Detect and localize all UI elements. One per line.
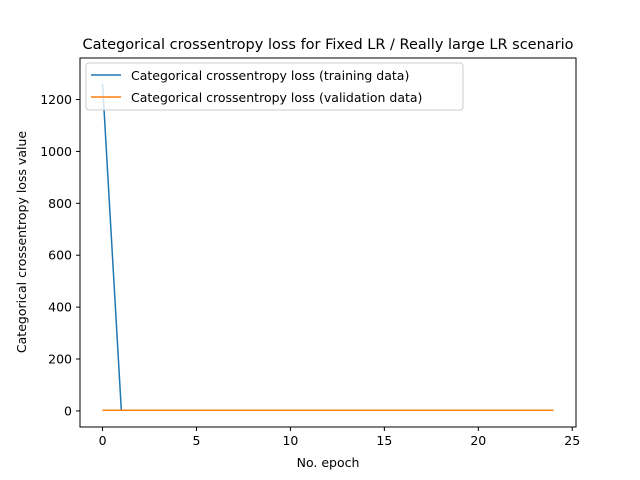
y-tick-label: 800 bbox=[48, 196, 72, 211]
chart-title: Categorical crossentropy loss for Fixed … bbox=[82, 37, 573, 53]
axes-frame bbox=[79, 57, 577, 428]
x-tick-label: 5 bbox=[193, 433, 201, 448]
y-tick-label: 600 bbox=[48, 248, 72, 263]
x-axis-label: No. epoch bbox=[297, 455, 360, 470]
y-axis-label: Categorical crossentropy loss value bbox=[14, 131, 29, 353]
series-group bbox=[101, 83, 554, 412]
legend-box bbox=[85, 62, 464, 111]
x-tick-label: 25 bbox=[564, 433, 580, 448]
legend-label-training: Categorical crossentropy loss (training … bbox=[131, 68, 409, 83]
x-tick-label: 15 bbox=[376, 433, 392, 448]
x-axis-ticks: 0 5 10 15 20 25 bbox=[99, 427, 580, 448]
legend: Categorical crossentropy loss (training … bbox=[85, 62, 464, 111]
y-tick-label: 400 bbox=[48, 300, 72, 315]
y-axis-ticks: 0 200 400 600 800 1000 1200 bbox=[40, 92, 80, 418]
y-tick-label: 1200 bbox=[40, 92, 72, 107]
y-tick-label: 200 bbox=[48, 352, 72, 367]
y-tick-label: 0 bbox=[64, 403, 72, 418]
x-tick-label: 20 bbox=[470, 433, 486, 448]
x-tick-label: 10 bbox=[282, 433, 298, 448]
y-tick-label: 1000 bbox=[40, 144, 72, 159]
series-line-training bbox=[101, 83, 554, 412]
legend-label-validation: Categorical crossentropy loss (validatio… bbox=[131, 90, 422, 105]
plot-area: 0 5 10 15 20 25 0 200 400 600 800 1000 1200 bbox=[40, 57, 580, 448]
x-tick-label: 0 bbox=[99, 433, 107, 448]
